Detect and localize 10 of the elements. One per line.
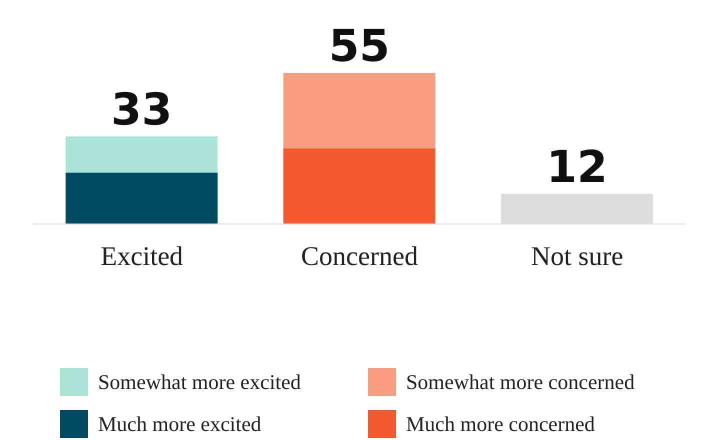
x-tick-label: Not sure — [531, 241, 624, 272]
x-tick-label: Excited — [100, 241, 184, 272]
legend-label: Much more excited — [98, 412, 262, 436]
legend-label: Somewhat more concerned — [406, 370, 635, 394]
legend-label: Much more concerned — [406, 412, 595, 436]
legend-label: Somewhat more excited — [98, 370, 301, 394]
annotation: 12 — [546, 142, 608, 193]
text: 55 — [328, 21, 390, 72]
x-tick-label: Concerned — [301, 241, 418, 272]
annotation: 33 — [111, 84, 172, 136]
